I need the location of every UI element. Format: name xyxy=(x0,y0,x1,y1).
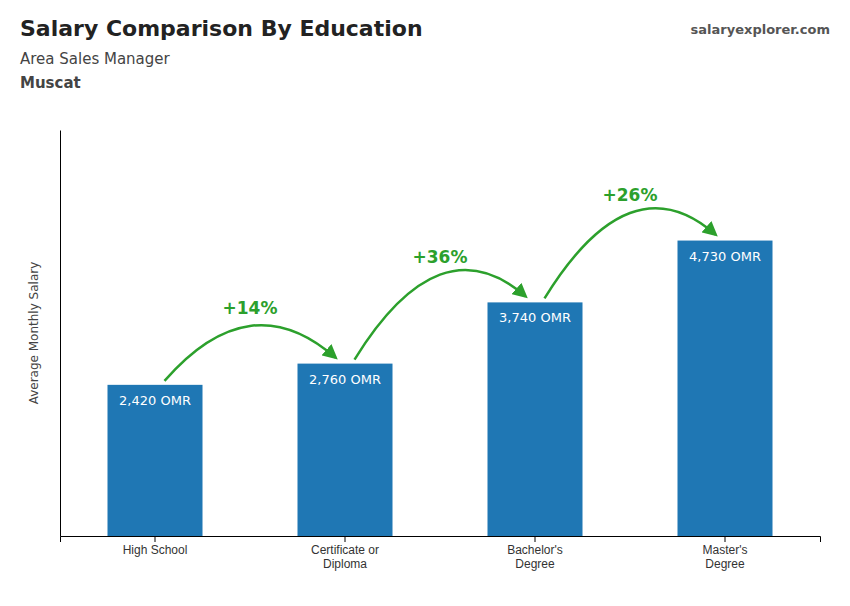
data-labels: 2,420 OMR 2,760 OMR 3,740 OMR 4,730 OMR xyxy=(119,249,761,408)
title: Salary Comparison By Education xyxy=(20,16,423,41)
x-tick-label-line: Bachelor's xyxy=(507,543,563,557)
x-tick-label: High School xyxy=(123,543,188,557)
bar xyxy=(678,241,773,536)
x-tick-label: Master'sDegree xyxy=(703,543,748,571)
growth-arrow xyxy=(355,270,526,360)
x-tick: Master'sDegree xyxy=(703,536,748,571)
chart: Salary Comparison By Education Area Sales… xyxy=(0,0,850,606)
growth-label: +26% xyxy=(603,185,658,205)
x-tick-label: Certificate orDiploma xyxy=(311,543,379,571)
growth-arrow xyxy=(165,325,336,381)
y-axis xyxy=(60,131,61,537)
x-tick-label-line: Degree xyxy=(705,557,745,571)
growth-arrow xyxy=(545,208,716,298)
growth-label: +36% xyxy=(413,247,468,267)
bar xyxy=(298,364,393,536)
x-tick-label: Bachelor'sDegree xyxy=(507,543,563,571)
x-tick-mark xyxy=(345,536,346,542)
x-tick-mark xyxy=(725,536,726,542)
growth-label: +14% xyxy=(223,298,278,318)
x-tick: Bachelor'sDegree xyxy=(507,536,563,571)
x-tick: High School xyxy=(123,536,188,557)
source: salaryexplorer.com xyxy=(691,22,830,37)
x-tick-label-line: Master's xyxy=(703,543,748,557)
plot: High School Certificate orDiploma Bachelor… xyxy=(61,131,821,571)
bar xyxy=(108,385,203,536)
x-tick-mark xyxy=(155,536,156,542)
subtitle: Area Sales Manager xyxy=(20,50,171,68)
x-tick-mark xyxy=(535,536,536,542)
y-axis-title: Average Monthly Salary xyxy=(27,262,41,405)
x-axis: High School Certificate orDiploma Bachelor… xyxy=(61,536,821,571)
x-tick-label-line: Diploma xyxy=(323,557,367,571)
data-label: 3,740 OMR xyxy=(499,310,571,325)
x-tick-label-line: Degree xyxy=(515,557,555,571)
bar xyxy=(488,302,583,536)
data-label: 4,730 OMR xyxy=(689,249,761,264)
y-axis-line xyxy=(60,131,61,537)
bars xyxy=(108,241,773,536)
subtitle: Muscat xyxy=(20,74,81,92)
x-axis-line xyxy=(61,537,821,543)
x-tick-label-line: High School xyxy=(123,543,188,557)
x-tick-label-line: Certificate or xyxy=(311,543,379,557)
data-label: 2,420 OMR xyxy=(119,393,191,408)
growth-annotations: +14% +36% +26% xyxy=(165,185,716,381)
data-label: 2,760 OMR xyxy=(309,372,381,387)
x-tick: Certificate orDiploma xyxy=(311,536,379,571)
